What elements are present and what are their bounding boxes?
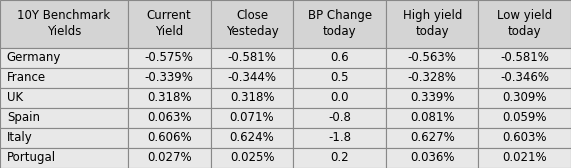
Text: 0.021%: 0.021% (502, 152, 547, 164)
Bar (211, 0, 293, 48)
Bar (386, 108, 478, 128)
Text: 0.309%: 0.309% (502, 91, 547, 104)
Text: BP Change
today: BP Change today (308, 9, 372, 38)
Text: High yield
today: High yield today (403, 9, 462, 38)
Bar (0, 0, 127, 48)
Text: 0.081%: 0.081% (410, 111, 455, 124)
Text: -0.575%: -0.575% (144, 51, 194, 64)
Text: Spain: Spain (7, 111, 40, 124)
Text: Close
Yesteday: Close Yesteday (226, 9, 279, 38)
Text: -0.328%: -0.328% (408, 71, 457, 84)
Bar (127, 148, 211, 168)
Bar (0, 128, 127, 148)
Bar (293, 128, 386, 148)
Bar (0, 48, 127, 68)
Bar (211, 108, 293, 128)
Bar (127, 108, 211, 128)
Bar (127, 68, 211, 88)
Bar (293, 88, 386, 108)
Text: 0.025%: 0.025% (230, 152, 274, 164)
Text: 0.624%: 0.624% (230, 132, 275, 144)
Text: 0.606%: 0.606% (147, 132, 191, 144)
Bar (127, 48, 211, 68)
Text: 0.0: 0.0 (331, 91, 349, 104)
Text: 0.318%: 0.318% (230, 91, 274, 104)
Text: -0.581%: -0.581% (228, 51, 276, 64)
Text: 0.627%: 0.627% (410, 132, 455, 144)
Text: 0.2: 0.2 (331, 152, 349, 164)
Text: 0.027%: 0.027% (147, 152, 191, 164)
Text: 10Y Benchmark
Yields: 10Y Benchmark Yields (17, 9, 110, 38)
Bar (478, 148, 571, 168)
Bar (478, 48, 571, 68)
Bar (478, 68, 571, 88)
Bar (293, 48, 386, 68)
Text: 0.063%: 0.063% (147, 111, 191, 124)
Text: UK: UK (7, 91, 23, 104)
Bar (478, 128, 571, 148)
Text: 0.071%: 0.071% (230, 111, 274, 124)
Text: Germany: Germany (7, 51, 61, 64)
Text: -0.581%: -0.581% (500, 51, 549, 64)
Bar (211, 48, 293, 68)
Bar (293, 0, 386, 48)
Text: -0.8: -0.8 (328, 111, 351, 124)
Bar (0, 88, 127, 108)
Bar (386, 128, 478, 148)
Bar (386, 0, 478, 48)
Text: 0.059%: 0.059% (502, 111, 547, 124)
Bar (211, 148, 293, 168)
Bar (0, 68, 127, 88)
Text: Italy: Italy (7, 132, 33, 144)
Bar (127, 88, 211, 108)
Text: -0.346%: -0.346% (500, 71, 549, 84)
Bar (0, 148, 127, 168)
Bar (478, 88, 571, 108)
Text: 0.5: 0.5 (331, 71, 349, 84)
Bar (386, 48, 478, 68)
Bar (478, 0, 571, 48)
Text: 0.6: 0.6 (331, 51, 349, 64)
Bar (293, 68, 386, 88)
Text: 0.036%: 0.036% (410, 152, 455, 164)
Bar (478, 108, 571, 128)
Bar (0, 108, 127, 128)
Bar (211, 128, 293, 148)
Bar (127, 0, 211, 48)
Text: 0.318%: 0.318% (147, 91, 191, 104)
Bar (386, 148, 478, 168)
Text: 0.603%: 0.603% (502, 132, 547, 144)
Bar (293, 108, 386, 128)
Text: 0.339%: 0.339% (410, 91, 455, 104)
Text: -1.8: -1.8 (328, 132, 351, 144)
Text: -0.339%: -0.339% (144, 71, 194, 84)
Bar (211, 68, 293, 88)
Text: Low yield
today: Low yield today (497, 9, 552, 38)
Text: Portugal: Portugal (7, 152, 56, 164)
Bar (127, 128, 211, 148)
Text: France: France (7, 71, 46, 84)
Text: -0.563%: -0.563% (408, 51, 457, 64)
Bar (386, 88, 478, 108)
Text: -0.344%: -0.344% (227, 71, 276, 84)
Bar (293, 148, 386, 168)
Text: Current
Yield: Current Yield (147, 9, 191, 38)
Bar (386, 68, 478, 88)
Bar (211, 88, 293, 108)
